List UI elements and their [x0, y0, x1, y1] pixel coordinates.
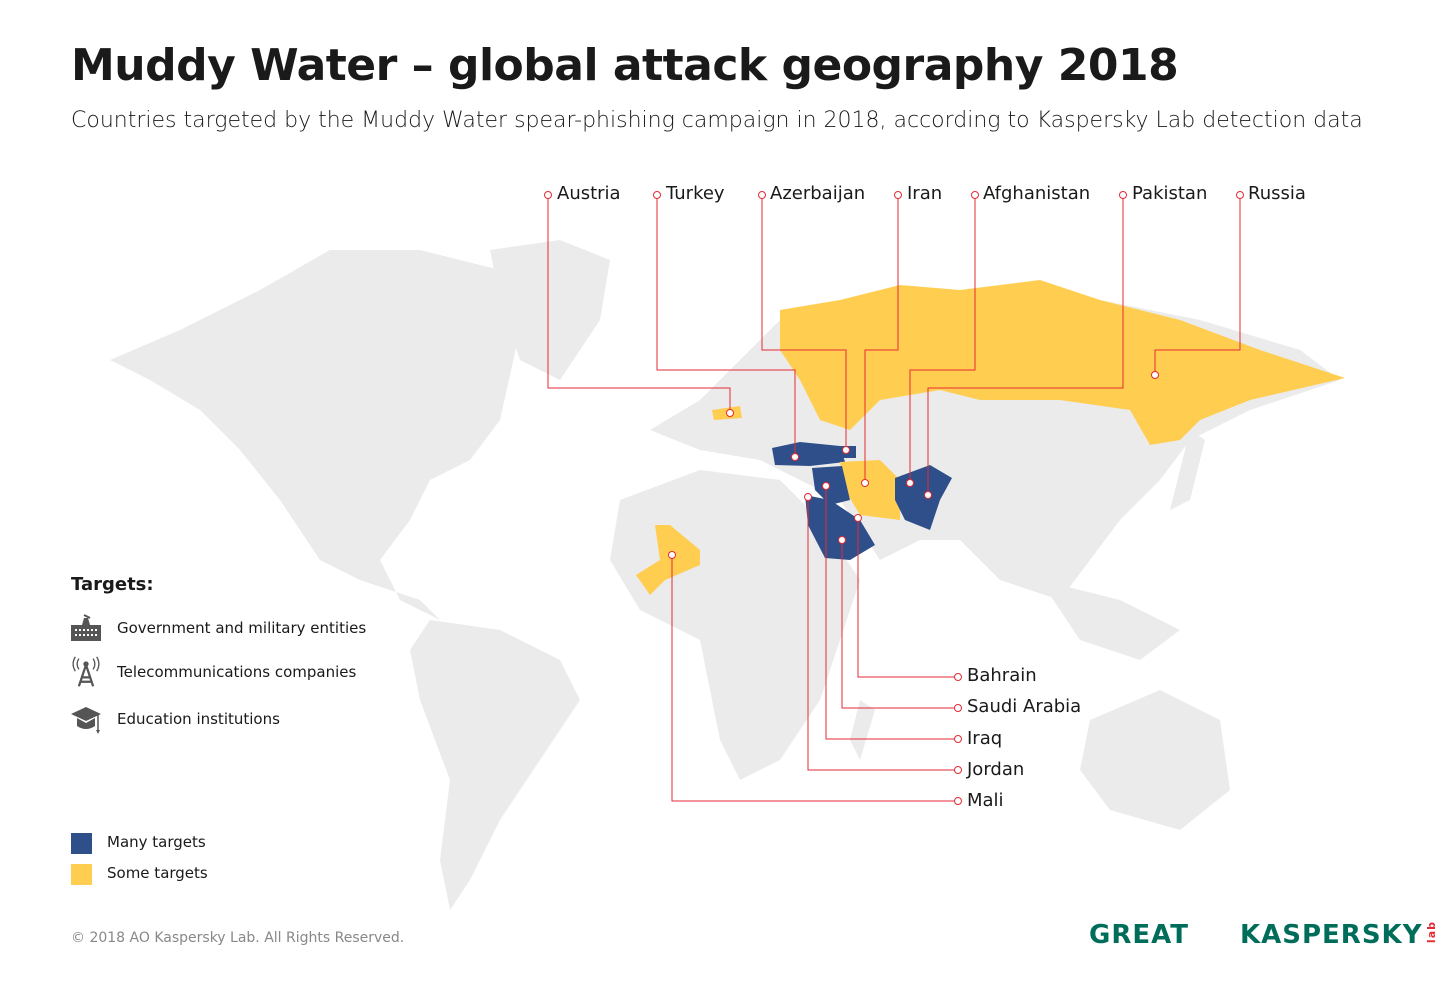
- country-iraq: [812, 466, 850, 505]
- leader-dot: [954, 704, 962, 712]
- legend-item-government: Government and military entities: [70, 612, 366, 644]
- great-logo: GREAT: [1089, 920, 1189, 950]
- swatch-some-targets: [71, 864, 92, 885]
- page-title: Muddy Water – global attack geography 20…: [71, 40, 1179, 91]
- leader-line: [547, 195, 731, 413]
- label-pakistan: Pakistan: [1132, 183, 1208, 204]
- leader-line: [671, 555, 958, 802]
- great-logo-text: GREAT: [1089, 920, 1189, 950]
- leader-dot: [954, 673, 962, 681]
- legend-label: Government and military entities: [117, 619, 367, 637]
- leader-dot: [804, 493, 812, 501]
- label-iran: Iran: [907, 183, 943, 204]
- legend-item-telecom: Telecommunications companies: [70, 656, 356, 688]
- southeast-asia: [1040, 580, 1180, 660]
- kaspersky-logo: KASPERSKY lab: [1240, 920, 1438, 950]
- leader-dot: [1151, 371, 1159, 379]
- madagascar: [850, 700, 875, 760]
- leader-dot: [854, 514, 862, 522]
- leader-line: [857, 518, 958, 678]
- leader-line: [825, 486, 958, 740]
- leader-dot: [758, 191, 766, 199]
- label-bahrain: Bahrain: [967, 665, 1037, 686]
- leader-dot: [726, 409, 734, 417]
- legend-label: Education institutions: [117, 710, 280, 728]
- leader-dot: [842, 446, 850, 454]
- government-building-icon: [71, 614, 101, 641]
- label-austria: Austria: [557, 183, 621, 204]
- leader-dot: [954, 797, 962, 805]
- kaspersky-logo-text: KASPERSKY: [1240, 920, 1423, 950]
- leader-dot: [861, 479, 869, 487]
- label-afghanistan: Afghanistan: [983, 183, 1091, 204]
- country-iran: [840, 460, 900, 520]
- leader-line: [864, 195, 899, 483]
- swatch-many-targets: [71, 833, 92, 854]
- australia: [1080, 690, 1230, 830]
- leader-dot: [954, 766, 962, 774]
- legend-label: Telecommunications companies: [117, 663, 357, 681]
- page-subtitle: Countries targeted by the Muddy Water sp…: [71, 108, 1363, 133]
- leader-dot: [544, 191, 552, 199]
- leader-dot: [971, 191, 979, 199]
- highlighted-countries: [636, 280, 1345, 595]
- graduation-cap-icon: [71, 707, 101, 734]
- south-america: [410, 620, 580, 910]
- label-russia: Russia: [1248, 183, 1306, 204]
- leader-line: [656, 195, 796, 457]
- leader-line: [807, 497, 958, 771]
- leader-line: [1154, 195, 1241, 375]
- label-turkey: Turkey: [666, 183, 725, 204]
- legend-some-targets: Some targets: [107, 864, 208, 882]
- leader-dot: [668, 551, 676, 559]
- telecom-tower-icon: [72, 656, 100, 687]
- leader-dot: [924, 491, 932, 499]
- label-jordan: Jordan: [967, 759, 1025, 780]
- leader-line: [927, 195, 1124, 495]
- north-america: [110, 250, 520, 620]
- label-iraq: Iraq: [967, 728, 1003, 749]
- country-turkey: [772, 442, 845, 466]
- japan: [1170, 430, 1205, 510]
- leader-dot: [1236, 191, 1244, 199]
- leader-dot: [822, 482, 830, 490]
- country-russia: [780, 280, 1345, 445]
- leader-dot: [653, 191, 661, 199]
- label-azerbaijan: Azerbaijan: [770, 183, 866, 204]
- leader-dot: [791, 453, 799, 461]
- leader-line: [841, 540, 958, 709]
- leader-line: [909, 195, 976, 483]
- country-mali: [636, 525, 700, 595]
- leader-dot: [1119, 191, 1127, 199]
- leader-dot: [838, 536, 846, 544]
- leader-dot: [954, 735, 962, 743]
- kaspersky-lab-text: lab: [1424, 920, 1438, 943]
- greenland: [490, 240, 610, 380]
- leader-dot: [906, 479, 914, 487]
- copyright: © 2018 AO Kaspersky Lab. All Rights Rese…: [71, 930, 405, 946]
- legend-item-education: Education institutions: [70, 703, 280, 735]
- leader-dot: [894, 191, 902, 199]
- legend-title: Targets:: [71, 574, 154, 595]
- label-saudi-arabia: Saudi Arabia: [967, 696, 1082, 717]
- leader-line: [761, 195, 847, 450]
- legend-many-targets: Many targets: [107, 833, 206, 851]
- label-mali: Mali: [967, 790, 1004, 811]
